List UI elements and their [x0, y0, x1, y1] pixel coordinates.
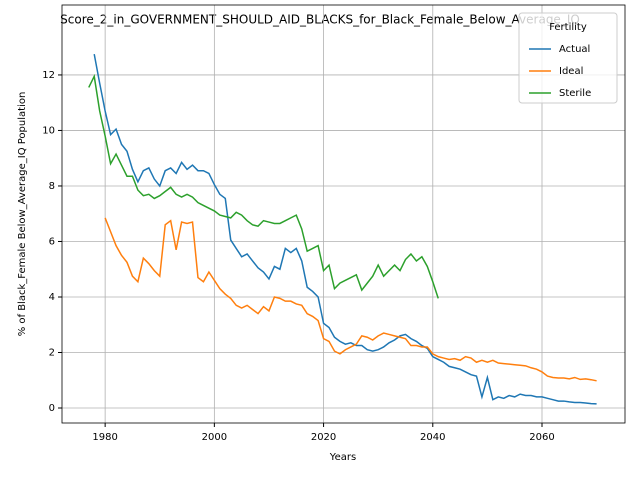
y-axis-label: % of Black_Female Below_Average_IQ Popul…	[17, 92, 28, 337]
legend-label: Sterile	[559, 88, 591, 99]
legend-label: Actual	[559, 44, 590, 55]
y-tick-label: 10	[42, 125, 55, 136]
legend-label: Ideal	[559, 66, 583, 77]
x-tick-label: 2040	[420, 432, 445, 443]
legend: Fertility Actual Ideal Sterile	[518, 12, 618, 104]
series-line	[88, 73, 439, 299]
x-axis-label: Years	[329, 452, 356, 463]
y-tick-label: 2	[49, 348, 55, 359]
chart-title: Score_2_in_GOVERNMENT_SHOULD_AID_BLACKS_…	[60, 13, 580, 27]
x-tick-label: 2000	[202, 432, 227, 443]
x-tick-label: 2020	[311, 432, 336, 443]
plot-frame	[61, 4, 626, 424]
series-line	[104, 217, 597, 382]
y-tick-label: 12	[42, 70, 55, 81]
y-tick-label: 4	[49, 292, 55, 303]
series-line	[93, 53, 597, 405]
legend-title: Fertility	[549, 22, 587, 33]
y-tick-label: 8	[49, 181, 55, 192]
y-tick-label: 0	[49, 403, 55, 414]
x-tick-label: 2060	[529, 432, 554, 443]
y-tick-label: 6	[49, 236, 55, 247]
x-tick-label: 1980	[92, 432, 117, 443]
legend-box	[518, 12, 618, 104]
